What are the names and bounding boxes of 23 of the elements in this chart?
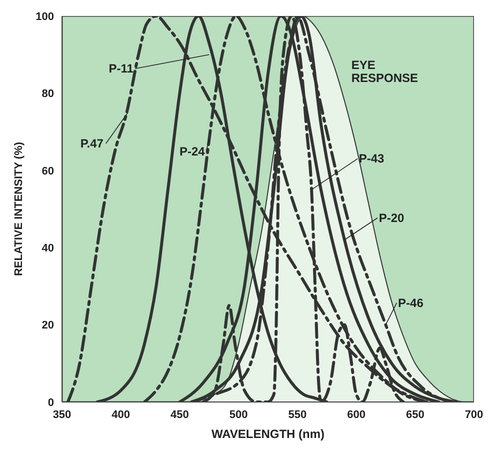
x-tick-label: 700 — [464, 408, 484, 421]
y-tick-label: 80 — [42, 88, 54, 100]
annotation: P-11 — [108, 62, 134, 76]
annotation: P-43 — [358, 152, 385, 166]
annotation: P-24 — [179, 144, 206, 159]
y-tick-label: 20 — [42, 320, 54, 332]
x-tick-label: 400 — [112, 408, 130, 421]
series-label: EYE RESPONSE — [351, 58, 418, 85]
x-tick-label: 450 — [170, 408, 189, 421]
x-tick-label: 350 — [52, 408, 72, 421]
x-tick-label: 550 — [288, 408, 307, 421]
y-tick-label: 40 — [42, 242, 54, 255]
y-axis-title: RELATIVE INTENSITY (%) — [12, 142, 25, 276]
x-axis-title: WAVELENGTH (nm) — [211, 427, 325, 441]
y-tick-label: 60 — [42, 165, 54, 178]
annotation: P.47 — [80, 136, 104, 150]
y-tick-label: 100 — [36, 10, 54, 23]
y-tick-label: 0 — [48, 396, 54, 409]
x-tick-label: 650 — [406, 408, 424, 421]
x-tick-label: 600 — [347, 408, 366, 421]
x-tick-label: 500 — [229, 408, 248, 421]
annotation: P-20 — [378, 210, 405, 225]
annotation: P-46 — [398, 296, 424, 310]
